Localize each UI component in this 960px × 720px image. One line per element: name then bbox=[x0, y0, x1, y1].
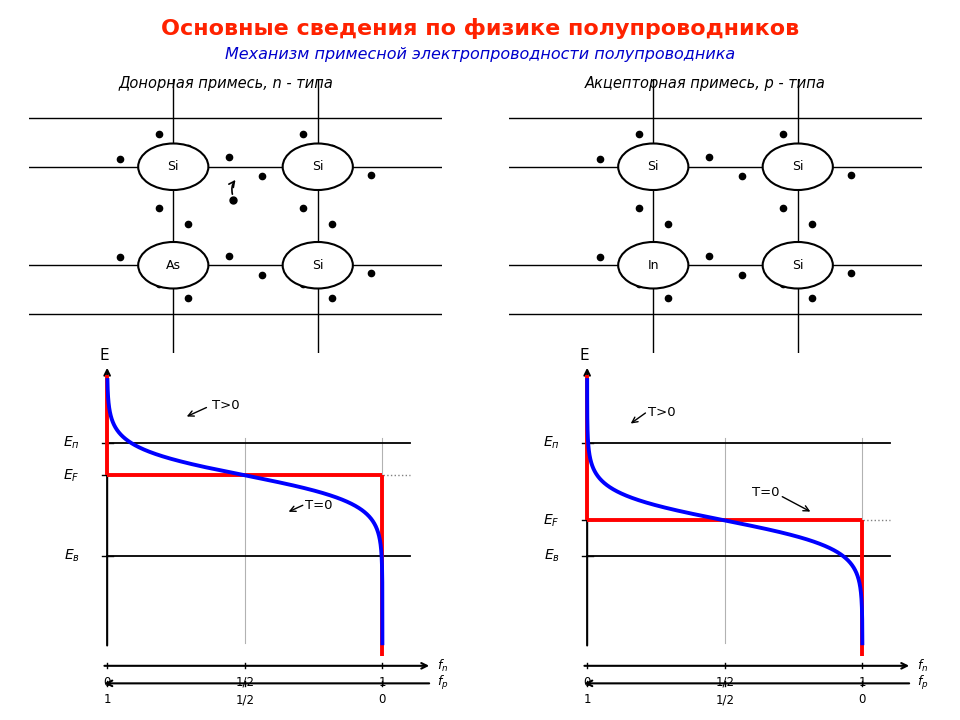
Circle shape bbox=[138, 143, 208, 190]
Text: Si: Si bbox=[792, 258, 804, 271]
Text: 1/2: 1/2 bbox=[235, 693, 254, 706]
Text: 1/2: 1/2 bbox=[235, 676, 254, 689]
Text: Si: Si bbox=[312, 258, 324, 271]
Text: E: E bbox=[100, 348, 109, 362]
Circle shape bbox=[618, 143, 688, 190]
Text: $E_F$: $E_F$ bbox=[63, 467, 80, 484]
Text: T>0: T>0 bbox=[212, 399, 239, 412]
Text: 0: 0 bbox=[858, 693, 866, 706]
Text: As: As bbox=[166, 258, 180, 271]
Text: Si: Si bbox=[312, 161, 324, 174]
Text: $f_p$: $f_p$ bbox=[918, 675, 929, 693]
Text: Акцепторная примесь, p - типа: Акцепторная примесь, p - типа bbox=[586, 76, 826, 91]
Text: $f_n$: $f_n$ bbox=[918, 658, 928, 674]
Text: T=0: T=0 bbox=[305, 499, 333, 512]
Text: $f_n$: $f_n$ bbox=[438, 658, 448, 674]
Text: Si: Si bbox=[792, 161, 804, 174]
Text: Основные сведения по физике полупроводников: Основные сведения по физике полупроводни… bbox=[161, 18, 799, 39]
Text: $E_п$: $E_п$ bbox=[62, 435, 80, 451]
Text: Механизм примесной электропроводности полупроводника: Механизм примесной электропроводности по… bbox=[225, 47, 735, 62]
Text: $E_в$: $E_в$ bbox=[63, 547, 80, 564]
Text: $E_п$: $E_п$ bbox=[542, 435, 560, 451]
Text: 0: 0 bbox=[378, 693, 386, 706]
Text: 1: 1 bbox=[584, 693, 591, 706]
Text: T>0: T>0 bbox=[648, 406, 675, 419]
Circle shape bbox=[618, 242, 688, 289]
Text: 1: 1 bbox=[858, 676, 866, 689]
Text: Si: Si bbox=[648, 161, 659, 174]
Text: 1: 1 bbox=[378, 676, 386, 689]
Text: Донорная примесь, n - типа: Донорная примесь, n - типа bbox=[118, 76, 333, 91]
Text: $E_в$: $E_в$ bbox=[543, 547, 560, 564]
Text: 1: 1 bbox=[104, 693, 111, 706]
Text: $f_p$: $f_p$ bbox=[438, 675, 449, 693]
Text: T=0: T=0 bbox=[753, 486, 780, 500]
Circle shape bbox=[282, 143, 353, 190]
Circle shape bbox=[282, 242, 353, 289]
Text: Si: Si bbox=[168, 161, 179, 174]
Circle shape bbox=[762, 242, 833, 289]
Text: 1/2: 1/2 bbox=[715, 676, 734, 689]
Text: $E_F$: $E_F$ bbox=[543, 512, 560, 528]
Circle shape bbox=[138, 242, 208, 289]
Circle shape bbox=[762, 143, 833, 190]
Text: 0: 0 bbox=[104, 676, 110, 689]
Text: In: In bbox=[648, 258, 659, 271]
Text: E: E bbox=[580, 348, 589, 362]
Text: 0: 0 bbox=[584, 676, 590, 689]
Text: 1/2: 1/2 bbox=[715, 693, 734, 706]
